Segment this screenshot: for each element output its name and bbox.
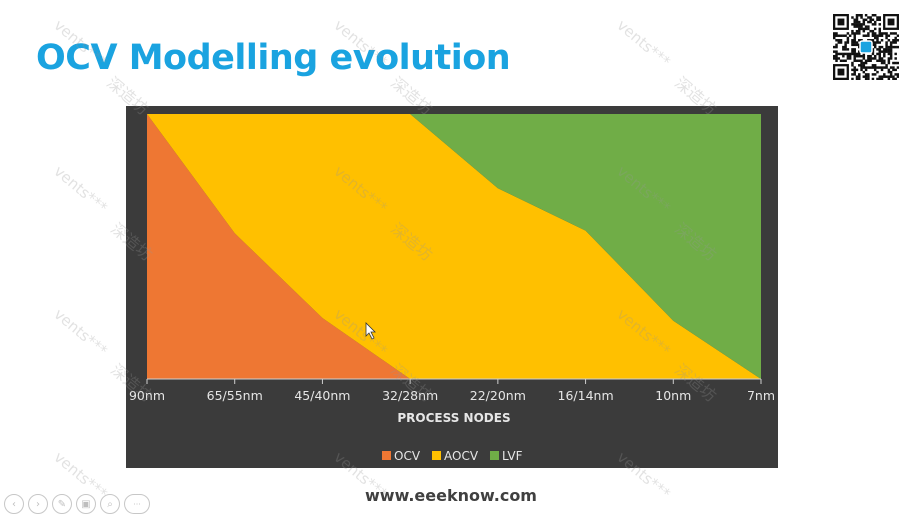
more-icon[interactable]: ··· xyxy=(124,494,150,514)
x-axis-title: PROCESS NODES xyxy=(397,411,510,425)
x-tick-label: 7nm xyxy=(747,388,775,403)
website-url: www.eeeknow.com xyxy=(365,486,537,505)
next-icon[interactable]: › xyxy=(28,494,48,514)
x-tick-label: 45/40nm xyxy=(294,388,350,403)
chart-panel: 90nm 65/55nm 45/40nm 32/28nm 22/20nm 16/14nm 1… xyxy=(126,106,778,468)
area-ocv xyxy=(147,114,761,379)
zoom-icon[interactable]: ⌕ xyxy=(100,494,120,514)
watermark-text: vents*** xyxy=(613,16,674,71)
area-lvf xyxy=(147,114,761,379)
area-aocv xyxy=(147,114,761,379)
watermark-text: vents*** xyxy=(50,162,111,217)
legend-label-ocv: OCV xyxy=(394,449,421,463)
legend-swatch-aocv xyxy=(432,451,441,460)
x-tick-label: 90nm xyxy=(129,388,165,403)
x-tick-label: 22/20nm xyxy=(470,388,526,403)
x-tick-label: 65/55nm xyxy=(207,388,263,403)
legend-label-aocv: AOCV xyxy=(444,449,479,463)
qr-code xyxy=(833,14,899,80)
mouse-cursor-icon xyxy=(365,322,376,340)
slides-icon[interactable]: ▣ xyxy=(76,494,96,514)
legend-label-lvf: LVF xyxy=(502,449,523,463)
watermark-text: vents*** xyxy=(50,305,111,360)
prev-icon[interactable]: ‹ xyxy=(4,494,24,514)
legend: OCV AOCV LVF xyxy=(382,449,523,463)
x-tick-label: 10nm xyxy=(655,388,691,403)
pen-icon[interactable]: ✎ xyxy=(52,494,72,514)
x-tick-label: 16/14nm xyxy=(558,388,614,403)
x-tick-label: 32/28nm xyxy=(382,388,438,403)
presentation-toolbar: ‹ › ✎ ▣ ⌕ ··· xyxy=(4,494,150,518)
area-chart: 90nm 65/55nm 45/40nm 32/28nm 22/20nm 16/14nm 1… xyxy=(129,114,775,463)
slide-title: OCV Modelling evolution xyxy=(36,38,511,78)
legend-swatch-lvf xyxy=(490,451,499,460)
legend-swatch-ocv xyxy=(382,451,391,460)
